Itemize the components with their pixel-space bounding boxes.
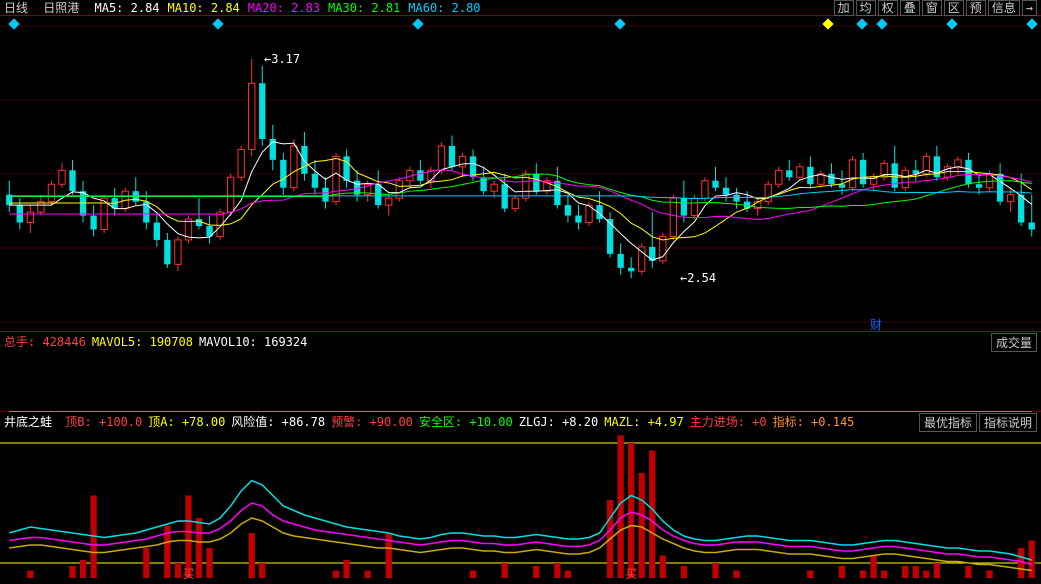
indicator-header: 井底之蛙 顶B: +100.0 顶A: +78.00 风险值: +86.78 预警: … bbox=[4, 413, 860, 430]
indicator-panel[interactable]: 井底之蛙 顶B: +100.0 顶A: +78.00 风险值: +86.78 预警: … bbox=[0, 412, 1041, 582]
header-indicators: 日线 日照港 MA5: 2.84 MA10: 2.84 MA20: 2.83 MA30… bbox=[4, 0, 497, 16]
stock-name: 日照港 bbox=[43, 1, 79, 15]
header-btn-→[interactable]: → bbox=[1022, 0, 1037, 16]
ind-stat: 顶A: +78.00 bbox=[148, 415, 225, 429]
volume-panel[interactable]: 总手: 428446MAVOL5: 190708MAVOL10: 169324 … bbox=[0, 332, 1041, 412]
ind-stat: 井底之蛙 bbox=[4, 415, 59, 429]
chart-header: 日线 日照港 MA5: 2.84 MA10: 2.84 MA20: 2.83 MA30… bbox=[0, 0, 1041, 16]
header-btn-权[interactable]: 权 bbox=[878, 0, 898, 16]
ind-stat: 风险值: +86.78 bbox=[231, 415, 325, 429]
indicator-panel-btns: 最优指标指标说明 bbox=[919, 413, 1037, 432]
header-btn-预[interactable]: 预 bbox=[966, 0, 986, 16]
header-buttons: 加均权叠窗区预信息→ bbox=[834, 0, 1037, 16]
ind-stat: 主力进场: +0 bbox=[690, 415, 767, 429]
header-btn-叠[interactable]: 叠 bbox=[900, 0, 920, 16]
timeframe-label: 日线 bbox=[4, 1, 28, 15]
ind-stat: 指标: +0.145 bbox=[773, 415, 855, 429]
cai-marker: 财 bbox=[870, 316, 882, 333]
ma-indicator: MA60: 2.80 bbox=[408, 1, 480, 15]
ind-stat: 预警: +90.00 bbox=[331, 415, 413, 429]
ind-stat: 顶B: +100.0 bbox=[65, 415, 142, 429]
volume-type-button[interactable]: 成交量 bbox=[991, 333, 1037, 352]
ind-stat: ZLGJ: +8.20 bbox=[519, 415, 598, 429]
volume-header: 总手: 428446 MAVOL5: 190708 MAVOL10: 169324 bbox=[4, 333, 313, 350]
ma-indicator: MA10: 2.84 bbox=[168, 1, 240, 15]
header-btn-窗[interactable]: 窗 bbox=[922, 0, 942, 16]
header-btn-加[interactable]: 加 bbox=[834, 0, 854, 16]
header-btn-信息[interactable]: 信息 bbox=[988, 0, 1020, 16]
volume-panel-btns: 成交量 bbox=[991, 333, 1037, 352]
vol-stat: MAVOL10: 169324 bbox=[199, 335, 307, 349]
vol-stat: 总手: 428446 bbox=[4, 335, 86, 349]
indicator-btn[interactable]: 指标说明 bbox=[979, 413, 1037, 432]
indicator-btn[interactable]: 最优指标 bbox=[919, 413, 977, 432]
ma-indicator: MA5: 2.84 bbox=[95, 1, 160, 15]
header-btn-区[interactable]: 区 bbox=[944, 0, 964, 16]
ma-indicator: MA20: 2.83 bbox=[248, 1, 320, 15]
ind-stat: 安全区: +10.00 bbox=[419, 415, 513, 429]
vol-stat: MAVOL5: 190708 bbox=[92, 335, 193, 349]
ind-stat: MAZL: +4.97 bbox=[604, 415, 683, 429]
main-candlestick-chart[interactable]: ←3.17←2.54 财 bbox=[0, 16, 1041, 332]
header-btn-均[interactable]: 均 bbox=[856, 0, 876, 16]
svg-text:买: 买 bbox=[625, 567, 637, 581]
svg-text:买: 买 bbox=[182, 567, 194, 581]
ma-indicator: MA30: 2.81 bbox=[328, 1, 400, 15]
